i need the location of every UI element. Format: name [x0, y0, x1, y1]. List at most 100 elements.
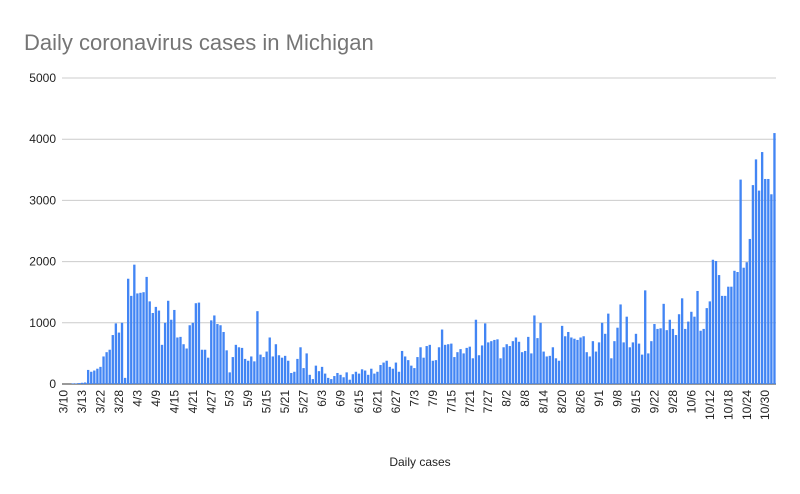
bar: [327, 377, 330, 384]
bar: [548, 355, 551, 384]
x-tick-label: 10/12: [703, 390, 717, 420]
bar: [250, 356, 253, 384]
bar: [628, 347, 631, 384]
bar: [573, 338, 576, 384]
bar: [80, 382, 84, 384]
bar: [539, 322, 542, 384]
x-tick-label: 10/24: [740, 390, 754, 420]
bar: [151, 313, 154, 384]
bar: [413, 368, 416, 384]
bar: [200, 349, 204, 384]
bar: [511, 341, 515, 384]
bar: [662, 303, 665, 384]
bar: [524, 350, 527, 384]
bar: [379, 365, 382, 384]
x-tick-label: 10/18: [721, 390, 735, 420]
x-tick-label: 5/15: [260, 390, 274, 414]
bar: [462, 353, 465, 384]
x-tick-label: 5/3: [223, 390, 237, 407]
bar: [647, 353, 650, 384]
bar: [742, 267, 745, 384]
bar: [656, 328, 659, 384]
bar: [330, 379, 333, 384]
bar: [468, 346, 471, 384]
bar: [391, 368, 395, 384]
x-tick-label: 7/3: [407, 390, 421, 407]
bar: [222, 331, 225, 384]
x-tick-label: 7/15: [444, 390, 458, 414]
bar: [268, 337, 271, 384]
bar: [505, 344, 508, 384]
x-tick-label: 9/15: [629, 390, 643, 414]
bar: [160, 344, 164, 384]
bar: [99, 366, 102, 384]
bar: [517, 341, 521, 384]
bar: [351, 374, 355, 384]
x-tick-label: 3/22: [93, 390, 107, 414]
bar: [299, 347, 302, 384]
bar: [163, 322, 167, 384]
bar: [400, 350, 404, 384]
bar: [434, 360, 438, 384]
bar: [456, 352, 459, 384]
bar: [736, 272, 739, 384]
bar: [74, 383, 78, 384]
bar: [259, 354, 262, 384]
x-tick-label: 8/20: [555, 390, 569, 414]
x-tick-label: 6/15: [352, 390, 366, 414]
bar: [213, 315, 216, 384]
bar: [536, 338, 539, 384]
bar: [71, 383, 74, 384]
bar: [770, 194, 773, 384]
bar: [130, 295, 133, 384]
bar: [677, 314, 681, 384]
bar: [751, 185, 755, 384]
bar: [607, 313, 610, 384]
bar: [696, 290, 699, 384]
x-axis-label: Daily cases: [389, 455, 450, 469]
bar: [502, 347, 505, 384]
bar: [671, 328, 675, 384]
bar: [253, 361, 256, 384]
bar: [730, 286, 733, 384]
bar: [360, 369, 364, 384]
bar: [622, 342, 625, 384]
bar: [86, 369, 90, 384]
bar: [745, 262, 748, 384]
bar: [659, 328, 662, 384]
bar: [453, 357, 456, 384]
y-tick-label: 5000: [29, 71, 56, 85]
bar: [591, 341, 595, 384]
bar: [483, 323, 487, 384]
bar: [588, 356, 591, 384]
bar: [773, 133, 776, 384]
bar: [542, 351, 545, 384]
bar: [579, 337, 582, 384]
x-tick-label: 8/14: [537, 390, 551, 414]
bar: [194, 303, 198, 384]
bar: [367, 374, 370, 384]
bar: [290, 372, 293, 384]
bar: [363, 370, 367, 384]
x-tick-label: 6/3: [315, 390, 329, 407]
bar: [687, 321, 690, 384]
bar: [440, 329, 444, 384]
x-tick-label: 4/3: [130, 390, 144, 407]
bar: [739, 179, 742, 384]
bar: [265, 351, 268, 384]
bar: [597, 342, 601, 384]
bar: [514, 337, 518, 384]
y-tick-label: 0: [49, 377, 56, 391]
bar: [530, 353, 533, 384]
bar: [437, 347, 441, 384]
bar: [376, 371, 379, 384]
bar: [450, 343, 453, 384]
x-tick-label: 5/9: [241, 390, 255, 407]
bar: [123, 377, 127, 384]
bar: [173, 309, 176, 384]
bar: [551, 347, 555, 384]
bar: [385, 360, 388, 384]
bar: [600, 322, 604, 384]
bar: [690, 311, 693, 384]
bar: [397, 371, 401, 384]
